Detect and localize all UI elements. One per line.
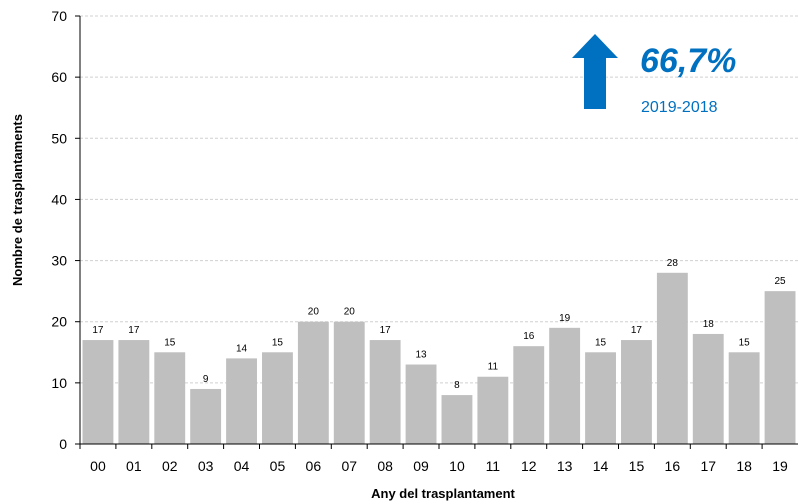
bar-value-label: 13 — [415, 350, 427, 361]
y-tick-label: 20 — [51, 314, 67, 330]
bar — [728, 352, 760, 444]
bar-value-label: 20 — [308, 307, 320, 318]
x-tick-label: 00 — [90, 458, 106, 474]
x-tick-label: 13 — [557, 458, 573, 474]
x-tick-label: 15 — [629, 458, 645, 474]
y-axis-ticks: 0 10 20 30 40 50 60 70 — [51, 8, 80, 452]
bar — [656, 272, 688, 444]
growth-callout: 66,7% 2019-2018 — [572, 34, 736, 116]
bar-value-label: 9 — [203, 374, 209, 385]
bar-value-label: 15 — [164, 337, 176, 348]
bar-value-label: 16 — [523, 331, 535, 342]
bar-value-label: 25 — [774, 276, 786, 287]
x-tick-label: 06 — [306, 458, 322, 474]
x-tick-label: 19 — [772, 458, 788, 474]
y-axis-title: Nombre de trasplantaments — [10, 114, 25, 286]
bar — [441, 395, 473, 444]
x-axis-ticks: 00 01 02 03 04 05 06 07 08 09 10 11 12 13 14 15 16 17 18 19 — [79, 444, 788, 474]
bar — [226, 358, 257, 444]
bar-value-label: 17 — [128, 325, 140, 336]
bar-value-label: 15 — [595, 337, 607, 348]
x-tick-label: 02 — [162, 458, 178, 474]
x-tick-label: 03 — [198, 458, 214, 474]
bar — [190, 388, 222, 444]
bar — [513, 346, 545, 444]
bar-value-label: 15 — [272, 337, 284, 348]
bar-value-label: 17 — [380, 325, 392, 336]
bar-value-label: 28 — [667, 258, 679, 269]
y-tick-label: 10 — [51, 375, 67, 391]
bar — [297, 321, 329, 444]
bar — [764, 291, 796, 444]
x-tick-label: 11 — [486, 458, 501, 474]
x-tick-label: 17 — [700, 458, 716, 474]
x-tick-label: 07 — [341, 458, 357, 474]
x-tick-label: 01 — [126, 458, 142, 474]
bar-value-label: 17 — [631, 325, 643, 336]
y-tick-label: 40 — [51, 191, 67, 207]
bar-value-label: 19 — [559, 313, 571, 324]
bar-value-label: 17 — [92, 325, 104, 336]
x-tick-label: 05 — [270, 458, 286, 474]
y-tick-label: 50 — [51, 130, 67, 146]
bar — [477, 376, 509, 444]
bar-value-label: 11 — [488, 362, 499, 373]
y-tick-label: 60 — [51, 69, 67, 85]
y-tick-label: 30 — [51, 253, 67, 269]
bar — [692, 333, 724, 444]
bar — [621, 340, 652, 444]
bar-value-label: 18 — [703, 319, 715, 330]
x-tick-label: 12 — [521, 458, 537, 474]
bar — [369, 340, 401, 444]
up-arrow-icon — [572, 34, 618, 109]
bar — [549, 327, 581, 444]
bar — [82, 340, 114, 444]
bar — [154, 352, 186, 444]
bars — [82, 272, 796, 444]
x-tick-label: 18 — [736, 458, 752, 474]
x-tick-label: 09 — [413, 458, 429, 474]
data-labels: 17 17 15 9 14 15 20 20 17 13 8 11 16 19 15 17 28 18 15 25 — [92, 258, 786, 391]
bar-value-label: 14 — [236, 343, 248, 354]
bar-value-label: 8 — [454, 380, 460, 391]
growth-period: 2019-2018 — [641, 99, 718, 116]
y-tick-label: 0 — [59, 436, 67, 452]
growth-percentage: 66,7% — [640, 42, 736, 80]
x-tick-label: 08 — [377, 458, 393, 474]
y-tick-label: 70 — [51, 8, 67, 24]
x-tick-label: 14 — [593, 458, 609, 474]
x-axis-title: Any del trasplantament — [371, 486, 515, 501]
bar — [262, 352, 293, 444]
x-tick-label: 04 — [234, 458, 250, 474]
bar-value-label: 15 — [739, 337, 751, 348]
bar — [405, 364, 437, 444]
bar — [333, 321, 365, 444]
x-tick-label: 10 — [449, 458, 465, 474]
bar — [118, 340, 150, 444]
bar-value-label: 20 — [344, 307, 356, 318]
bar — [585, 352, 616, 444]
x-tick-label: 16 — [665, 458, 681, 474]
